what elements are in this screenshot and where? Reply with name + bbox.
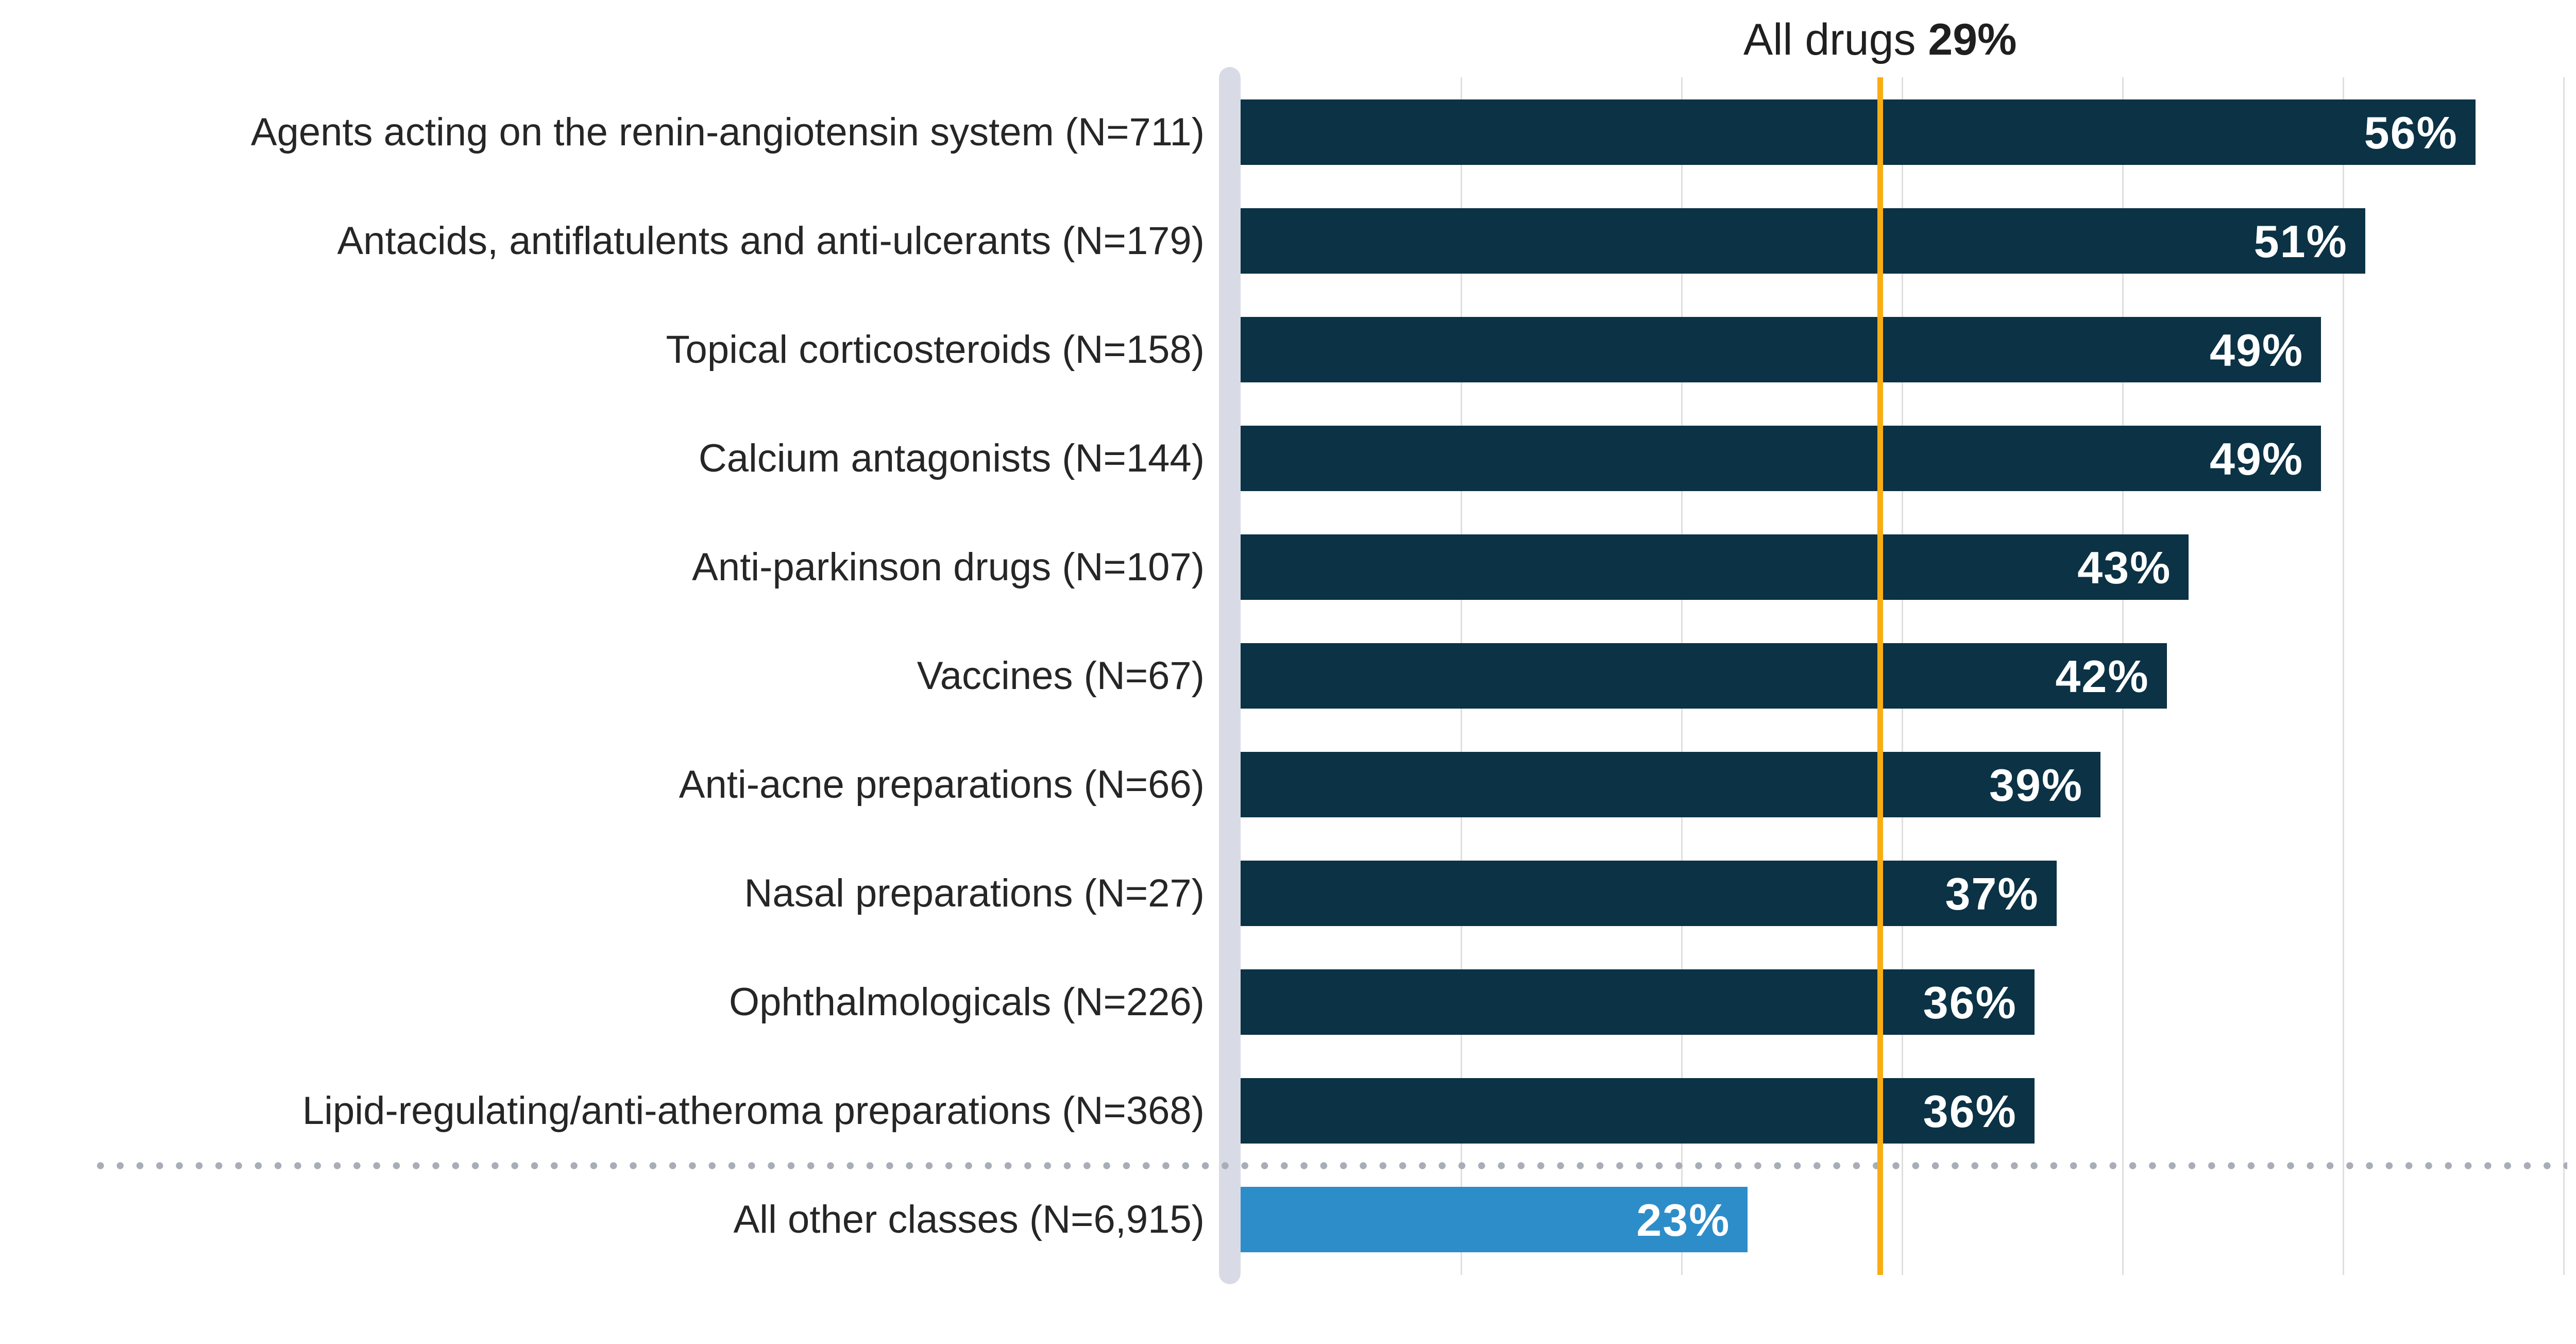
category-label: Calcium antagonists (N=144) (698, 436, 1205, 480)
axis-baseline (1219, 67, 1241, 1284)
bar-value-label: 39% (1989, 760, 2083, 811)
bar-value-label: 56% (2364, 107, 2458, 158)
bar-value-label: 49% (2210, 325, 2304, 376)
category-label: Topical corticosteroids (N=158) (666, 328, 1205, 372)
reference-line (1877, 77, 1883, 1275)
bar: 51% (1241, 208, 2365, 274)
bar-value-label: 43% (2077, 542, 2172, 593)
bar-value-label: 36% (1923, 977, 2017, 1028)
category-label: Anti-acne preparations (N=66) (679, 763, 1205, 807)
bar-value-label: 23% (1636, 1195, 1731, 1246)
category-label: All other classes (N=6,915) (733, 1198, 1205, 1241)
bar: 36% (1241, 1078, 2035, 1144)
bar-value-label: 37% (1945, 868, 2039, 919)
bar: 37% (1241, 861, 2057, 926)
category-label: Nasal preparations (N=27) (744, 871, 1205, 915)
bar-value-label: 42% (2055, 651, 2149, 702)
category-label: Lipid-regulating/anti-atheroma preparati… (302, 1089, 1205, 1133)
bar: 42% (1241, 643, 2167, 709)
bar: 49% (1241, 317, 2321, 382)
category-label: Ophthalmologicals (N=226) (728, 980, 1205, 1024)
category-label: Antacids, antiflatulents and anti-ulcera… (337, 219, 1205, 263)
bar: 56% (1241, 99, 2476, 165)
chart-title-prefix: All drugs (1743, 15, 1928, 64)
bar-value-label: 51% (2253, 216, 2348, 267)
bar-value-label: 36% (1923, 1086, 2017, 1137)
bar: 43% (1241, 534, 2189, 600)
chart-title-value: 29% (1928, 15, 2017, 64)
category-label: Anti-parkinson drugs (N=107) (692, 545, 1205, 589)
category-label: Vaccines (N=67) (917, 654, 1205, 698)
bar-value-label: 49% (2210, 433, 2304, 484)
bar: 39% (1241, 752, 2101, 817)
dotted-separator (97, 1162, 2567, 1169)
category-label: Agents acting on the renin-angiotensin s… (250, 110, 1205, 154)
bar: 36% (1241, 969, 2035, 1035)
gridline-60pct (2563, 77, 2565, 1275)
bar: 49% (1241, 426, 2321, 491)
chart-title: All drugs 29% (1743, 14, 2017, 65)
bar-highlight: 23% (1241, 1187, 1748, 1252)
gridline-50pct (2342, 77, 2344, 1275)
